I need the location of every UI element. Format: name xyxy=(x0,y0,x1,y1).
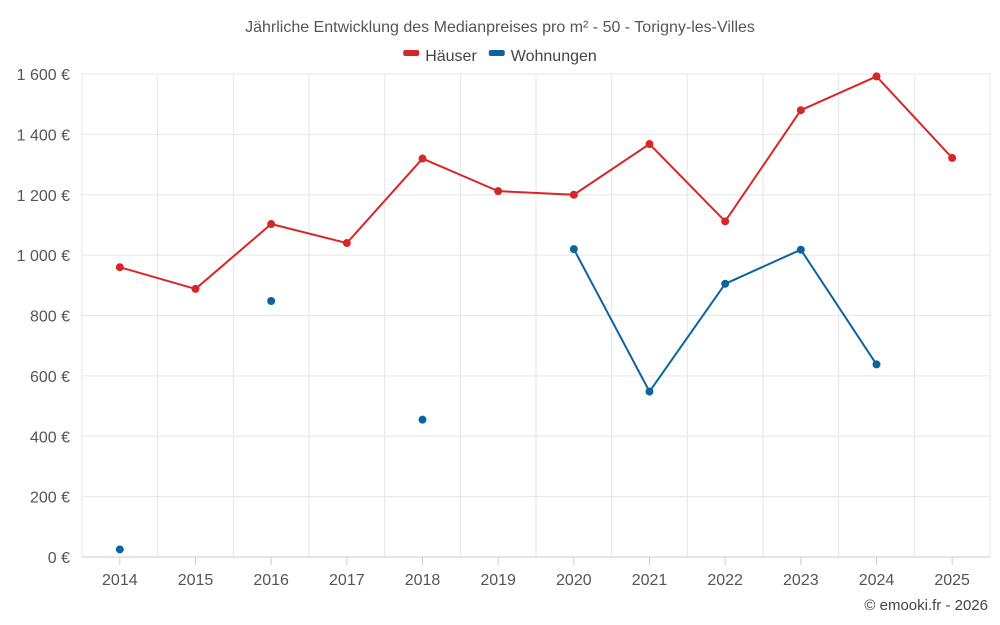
x-tick-label: 2018 xyxy=(405,572,441,589)
y-tick-label: 1 000 € xyxy=(17,248,70,265)
y-tick-label: 1 200 € xyxy=(17,188,70,205)
data-point[interactable] xyxy=(115,263,124,272)
data-point[interactable] xyxy=(872,72,881,81)
data-point[interactable] xyxy=(191,284,200,293)
series-line xyxy=(572,248,878,393)
data-point[interactable] xyxy=(948,153,957,162)
data-point[interactable] xyxy=(569,190,578,199)
data-point[interactable] xyxy=(645,140,654,149)
y-tick-label: 600 € xyxy=(30,369,70,386)
data-point[interactable] xyxy=(796,106,805,115)
x-tick-label: 2019 xyxy=(480,572,516,589)
y-axis: 0 € 200 € 400 € 600 € 800 € 1 000 € 1 200 € 1 4… xyxy=(17,67,70,567)
data-point[interactable] xyxy=(342,239,351,248)
x-tick-label: 2025 xyxy=(934,572,970,589)
data-point[interactable] xyxy=(115,545,124,554)
series-layer xyxy=(115,72,957,554)
x-tick-label: 2023 xyxy=(783,572,819,589)
legend-label[interactable]: Wohnungen xyxy=(511,48,597,65)
x-tick-label: 2022 xyxy=(707,572,743,589)
x-tick-label: 2021 xyxy=(632,572,668,589)
series-line xyxy=(119,75,953,290)
x-axis: 2014 2015 2016 2017 2018 2019 2020 2021 2022 2023… xyxy=(82,556,990,589)
data-point[interactable] xyxy=(267,297,276,306)
x-tick-label: 2020 xyxy=(556,572,592,589)
x-tick-label: 2017 xyxy=(329,572,365,589)
data-point[interactable] xyxy=(418,415,427,424)
y-tick-label: 800 € xyxy=(30,309,70,326)
data-point[interactable] xyxy=(721,217,730,226)
legend: Häuser Wohnungen xyxy=(403,48,597,65)
data-point[interactable] xyxy=(267,220,276,229)
y-tick-label: 1 600 € xyxy=(17,67,70,84)
data-point[interactable] xyxy=(569,245,578,254)
data-point[interactable] xyxy=(796,245,805,254)
y-tick-label: 200 € xyxy=(30,490,70,507)
y-tick-label: 1 400 € xyxy=(17,127,70,144)
chart-title: Jährliche Entwicklung des Medianpreises … xyxy=(245,19,755,36)
data-point[interactable] xyxy=(494,187,503,196)
x-tick-label: 2024 xyxy=(859,572,895,589)
legend-label[interactable]: Häuser xyxy=(425,48,477,65)
series-0 xyxy=(115,72,957,293)
credit-text: © emooki.fr - 2026 xyxy=(864,597,988,614)
data-point[interactable] xyxy=(645,387,654,396)
series-1 xyxy=(115,245,881,554)
y-tick-label: 0 € xyxy=(48,550,70,567)
legend-swatch xyxy=(488,50,505,56)
data-point[interactable] xyxy=(721,279,730,288)
x-tick-label: 2014 xyxy=(102,572,138,589)
data-point[interactable] xyxy=(872,360,881,369)
data-point[interactable] xyxy=(418,154,427,163)
legend-swatch xyxy=(403,50,420,56)
grid xyxy=(81,73,991,557)
y-tick-label: 400 € xyxy=(30,429,70,446)
x-tick-label: 2016 xyxy=(253,572,289,589)
x-tick-label: 2015 xyxy=(178,572,214,589)
